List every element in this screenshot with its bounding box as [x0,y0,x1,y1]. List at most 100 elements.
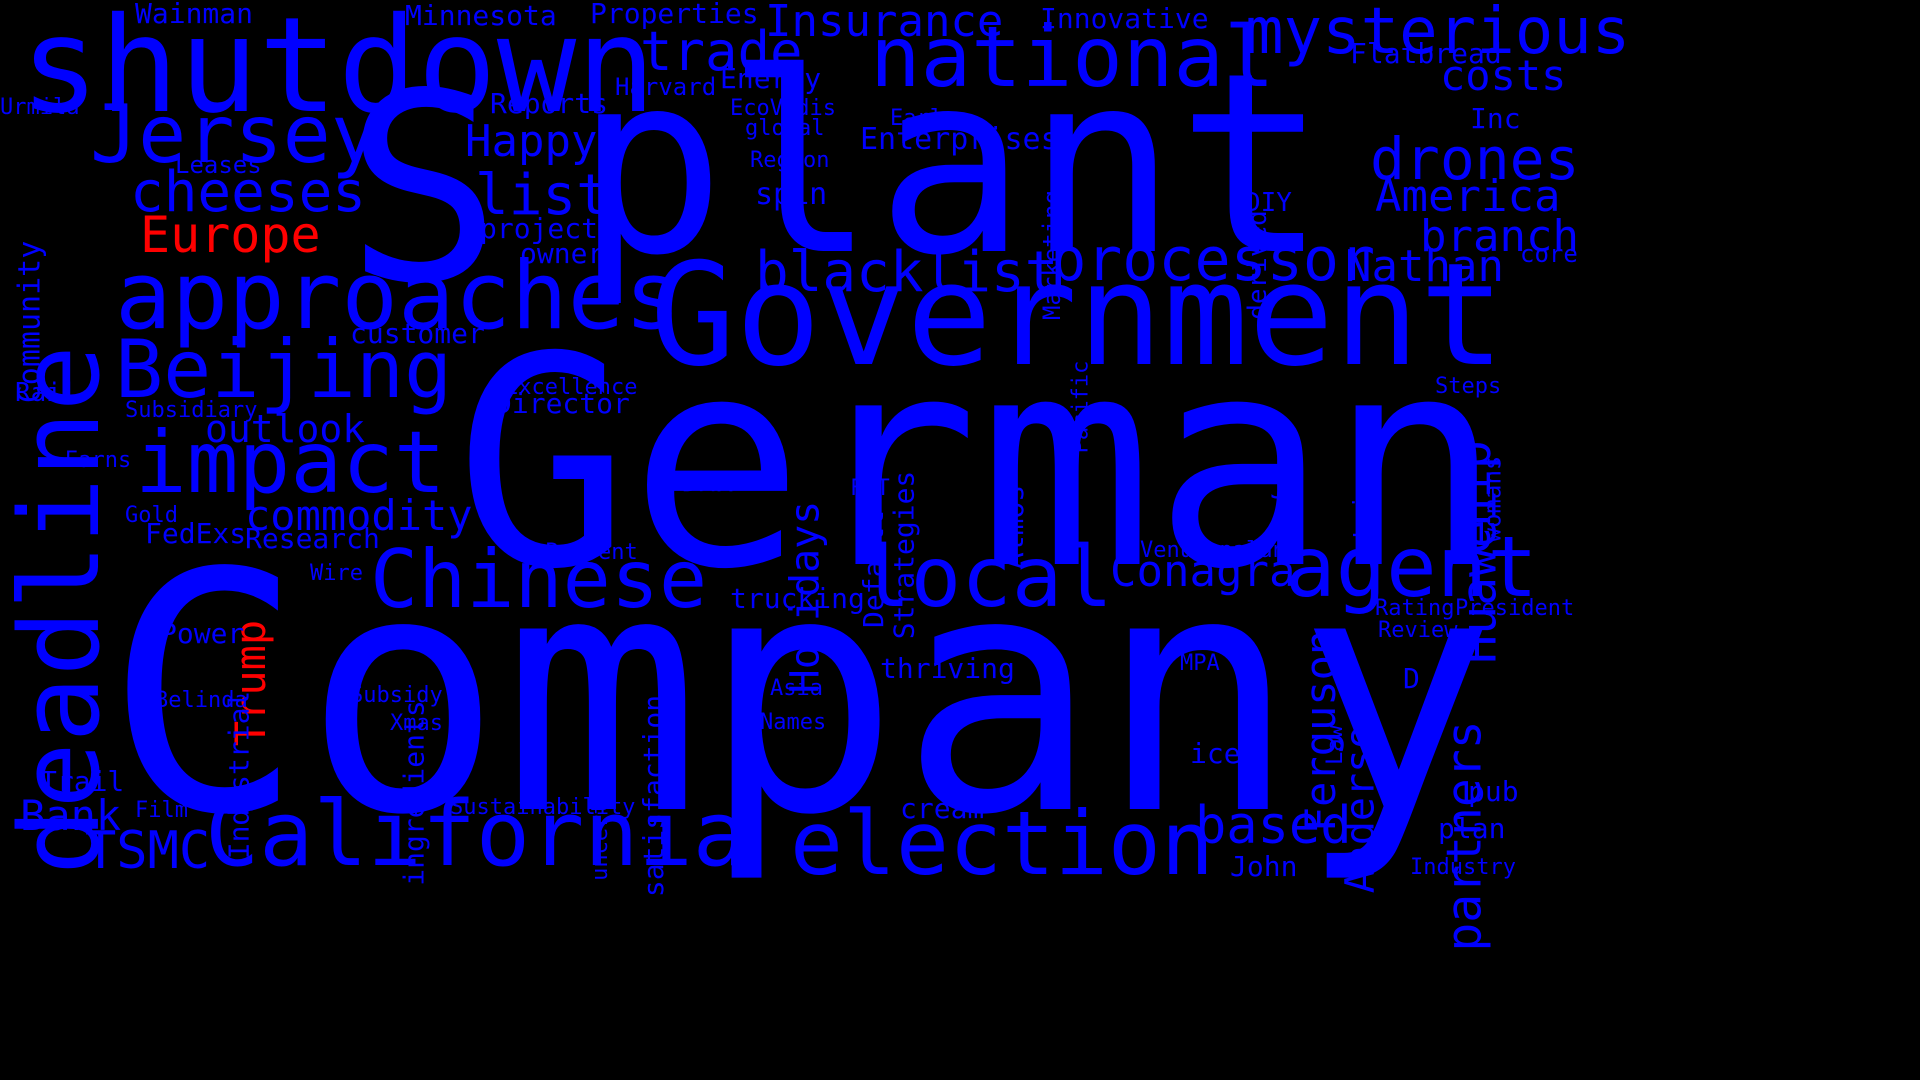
word-diy: DIY [1245,188,1292,218]
word-flatbread: Flatbread [1350,37,1502,70]
word-local: local [860,528,1113,626]
word-global: global [745,116,825,141]
word-german: German [455,296,1503,633]
word-california: California [205,782,747,887]
word-trail: Trail [40,765,125,798]
word-earns: Earns [65,448,132,473]
word-minnesota: Minnesota [405,0,557,32]
word-inc: Inc [1470,102,1521,135]
word-industry: Industry [1410,855,1516,880]
word-beijing: Beijing [115,323,453,416]
word-outlook: outlook [205,407,366,451]
word-costs: costs [1440,51,1567,100]
word-customer: customer [350,317,485,350]
word-fpt: FPT [850,476,890,501]
word-project: project [480,212,599,245]
word-happy: Happy [465,116,598,167]
word-europe: Europe [140,206,321,264]
word-approaches: approaches [115,242,681,351]
word-fedexs: FedExs [145,517,247,550]
word-plant: plant [575,19,1328,310]
word-marketing: Marketing [1038,189,1067,321]
word-energy: Energy [720,62,822,95]
word-core: core [1520,240,1578,268]
word-steps: Steps [1435,374,1502,399]
word-strategies: Strategies [886,470,920,639]
word-j: J [1270,472,1287,505]
word-pub: pub [1468,775,1519,808]
word-urmila: Urmila [0,95,80,120]
word-enterprises: Enterprises [860,122,1059,157]
word-company: Company [105,503,1496,887]
word-ingredients: ingredients [397,699,431,886]
word-industrial: Industrial [221,690,255,859]
word-wainman: Wainman [135,0,254,30]
word-government: Government [650,233,1505,398]
word-pacific: Pacific [1067,360,1093,453]
word-names: Names [760,710,827,735]
word-ice: ice [1190,737,1241,770]
word-review: Review [1378,618,1458,643]
word-cheeses: cheeses [130,160,367,225]
word-america: America [1375,171,1561,222]
word-based: based [1195,796,1352,856]
word-law: Law [1322,725,1348,765]
word-subsidy: Subsidy [350,683,443,708]
word-research: Research [245,522,380,555]
word-innovative: Innovative [1040,2,1209,35]
word-trucking: trucking [730,582,865,615]
word-xmas: Xmas [390,711,443,736]
word-rail: Rail [15,378,78,408]
word-tsmc: TSMC [85,821,211,881]
word-womans: womans [1477,455,1506,542]
word-trade: trade [640,20,803,83]
word-processor: processor [1050,225,1376,295]
word-spin: spin [755,177,828,212]
word-d: D [1403,662,1420,695]
word-chinese: Chinese [370,533,708,626]
word-film: Film [135,798,188,823]
word-drones: drones [1370,125,1580,193]
word-satisfaction: satisfaction [637,694,671,898]
word-national: national [870,8,1275,106]
word-excellence: Excellence [505,375,638,400]
word-ecovadis: EcoVadis [730,96,836,121]
word-director: Director [495,387,630,420]
word-belinda: Belinda [155,688,248,713]
word-agent: agent [1285,518,1538,616]
word-owner: owner [520,237,605,270]
word-cream: cream [900,792,985,825]
word-power: Power [160,617,245,650]
word-region: Region [750,148,830,173]
word-conagra: Conagra [1110,546,1296,597]
word-shutdown: shutdown [20,0,656,143]
word-properties: Properties [590,0,759,30]
word-rating: Rating [1375,596,1455,621]
word-s: S [345,39,502,341]
word-list: list [475,163,610,228]
word-harvard: Harvard [615,73,717,101]
word-lui: Lui [1348,494,1377,539]
word-commodity: commodity [245,491,473,540]
word-election: election [790,792,1214,895]
word-pdmr: PDMR [665,465,733,498]
word-blacklist: blacklist [755,240,1059,305]
word-impact: impact [135,413,446,513]
word-mpa: MPA [1180,651,1220,676]
word-jersey: Jersey [90,88,379,181]
word-president: President [1455,596,1575,621]
word-venugopalan: Venugopalan [1140,538,1286,563]
word-gold: Gold [125,503,178,528]
word-branch: branch [1420,211,1579,262]
word-present: Present [545,540,638,565]
word-early: Early [890,106,957,131]
word-plan: plan [1438,812,1506,845]
word-subsidiary: Subsidiary [125,398,258,423]
word-asia: Asia [770,676,823,701]
word-reports: Reports [490,87,609,120]
word-atmos: Atmos [997,484,1031,570]
word-derived: derived [1242,210,1273,320]
word-wire: Wire [310,561,363,586]
word-nathan: Nathan [1345,241,1504,292]
